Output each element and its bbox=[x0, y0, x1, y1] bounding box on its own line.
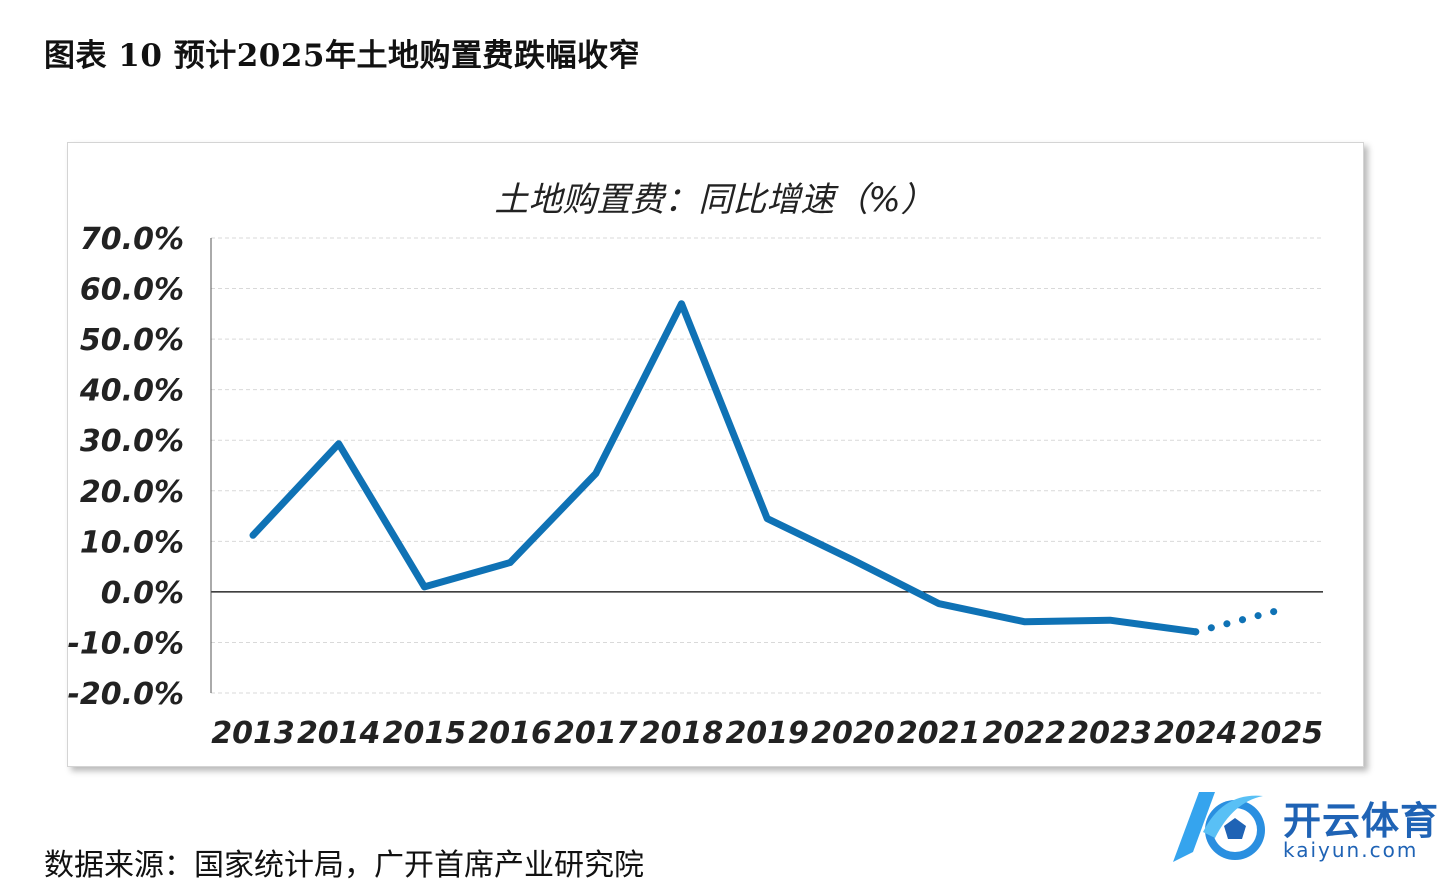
source-note: 数据来源：国家统计局，广开首席产业研究院 bbox=[44, 848, 644, 883]
logo-url: kaiyun.com bbox=[1283, 838, 1419, 862]
x-tick-label: 2021 bbox=[897, 716, 981, 751]
chart-frame bbox=[67, 142, 1364, 767]
y-tick-label: 30.0% bbox=[80, 424, 184, 459]
x-tick-label: 2025 bbox=[1240, 716, 1324, 751]
forecast-series-line bbox=[1192, 606, 1285, 636]
x-tick-label: 2018 bbox=[640, 716, 724, 751]
figure-title: 图表 10 预计2025年土地购置费跌幅收窄 bbox=[44, 38, 641, 74]
x-tick-label: 2019 bbox=[725, 716, 809, 751]
y-tick-label: -20.0% bbox=[67, 677, 184, 712]
y-tick-label: 0.0% bbox=[101, 576, 184, 611]
y-tick-label: -10.0% bbox=[67, 626, 184, 661]
x-tick-label: 2015 bbox=[383, 716, 467, 751]
y-tick-label: 10.0% bbox=[80, 525, 184, 560]
kaiyun-logo-icon bbox=[1173, 792, 1265, 862]
x-tick-label: 2020 bbox=[811, 716, 895, 751]
logo-name: 开云体育 bbox=[1283, 799, 1440, 843]
x-tick-label: 2014 bbox=[297, 716, 381, 751]
y-tick-label: 50.0% bbox=[80, 323, 184, 358]
y-tick-label: 60.0% bbox=[80, 273, 184, 308]
series-line bbox=[249, 300, 1200, 636]
chart-title: 土地购置费：同比增速（%） bbox=[494, 180, 935, 220]
x-tick-label: 2013 bbox=[211, 716, 295, 751]
y-tick-label: 20.0% bbox=[80, 475, 184, 510]
y-tick-label: 70.0% bbox=[80, 222, 184, 257]
x-tick-label: 2017 bbox=[554, 716, 638, 751]
x-tick-label: 2024 bbox=[1154, 716, 1238, 751]
x-tick-label: 2022 bbox=[983, 716, 1067, 751]
y-tick-label: 40.0% bbox=[79, 374, 184, 409]
x-tick-label: 2023 bbox=[1068, 716, 1152, 751]
x-tick-label: 2016 bbox=[468, 716, 552, 751]
